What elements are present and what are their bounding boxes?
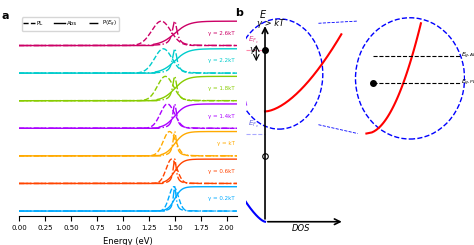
Text: b: b [236, 8, 244, 18]
Text: γ = 1.4kT: γ = 1.4kT [208, 114, 235, 119]
Text: $E_{g,Abs}$: $E_{g,Abs}$ [461, 51, 474, 61]
Text: a: a [1, 11, 9, 21]
Text: γ = 1.8kT: γ = 1.8kT [208, 86, 235, 91]
Text: DOS: DOS [292, 223, 310, 233]
Text: $E_{F_c}$: $E_{F_c}$ [247, 35, 259, 46]
Text: $E$: $E$ [259, 8, 267, 20]
Legend: PL, Abs, P($E_g$): PL, Abs, P($E_g$) [22, 17, 119, 31]
X-axis label: Energy (eV): Energy (eV) [103, 237, 153, 245]
Text: γ = 2.2kT: γ = 2.2kT [208, 59, 235, 63]
Text: γ = 0.2kT: γ = 0.2kT [208, 196, 235, 201]
Text: $E_{g,PL}$: $E_{g,PL}$ [461, 78, 474, 88]
Text: γ = 0.6kT: γ = 0.6kT [208, 169, 235, 174]
Text: γ > kT: γ > kT [257, 19, 284, 28]
Text: γ = 2.6kT: γ = 2.6kT [208, 31, 235, 36]
Text: $\gamma$: $\gamma$ [249, 45, 256, 56]
Text: γ = kT: γ = kT [217, 141, 235, 146]
Text: $E_{F_v}$: $E_{F_v}$ [247, 119, 259, 130]
